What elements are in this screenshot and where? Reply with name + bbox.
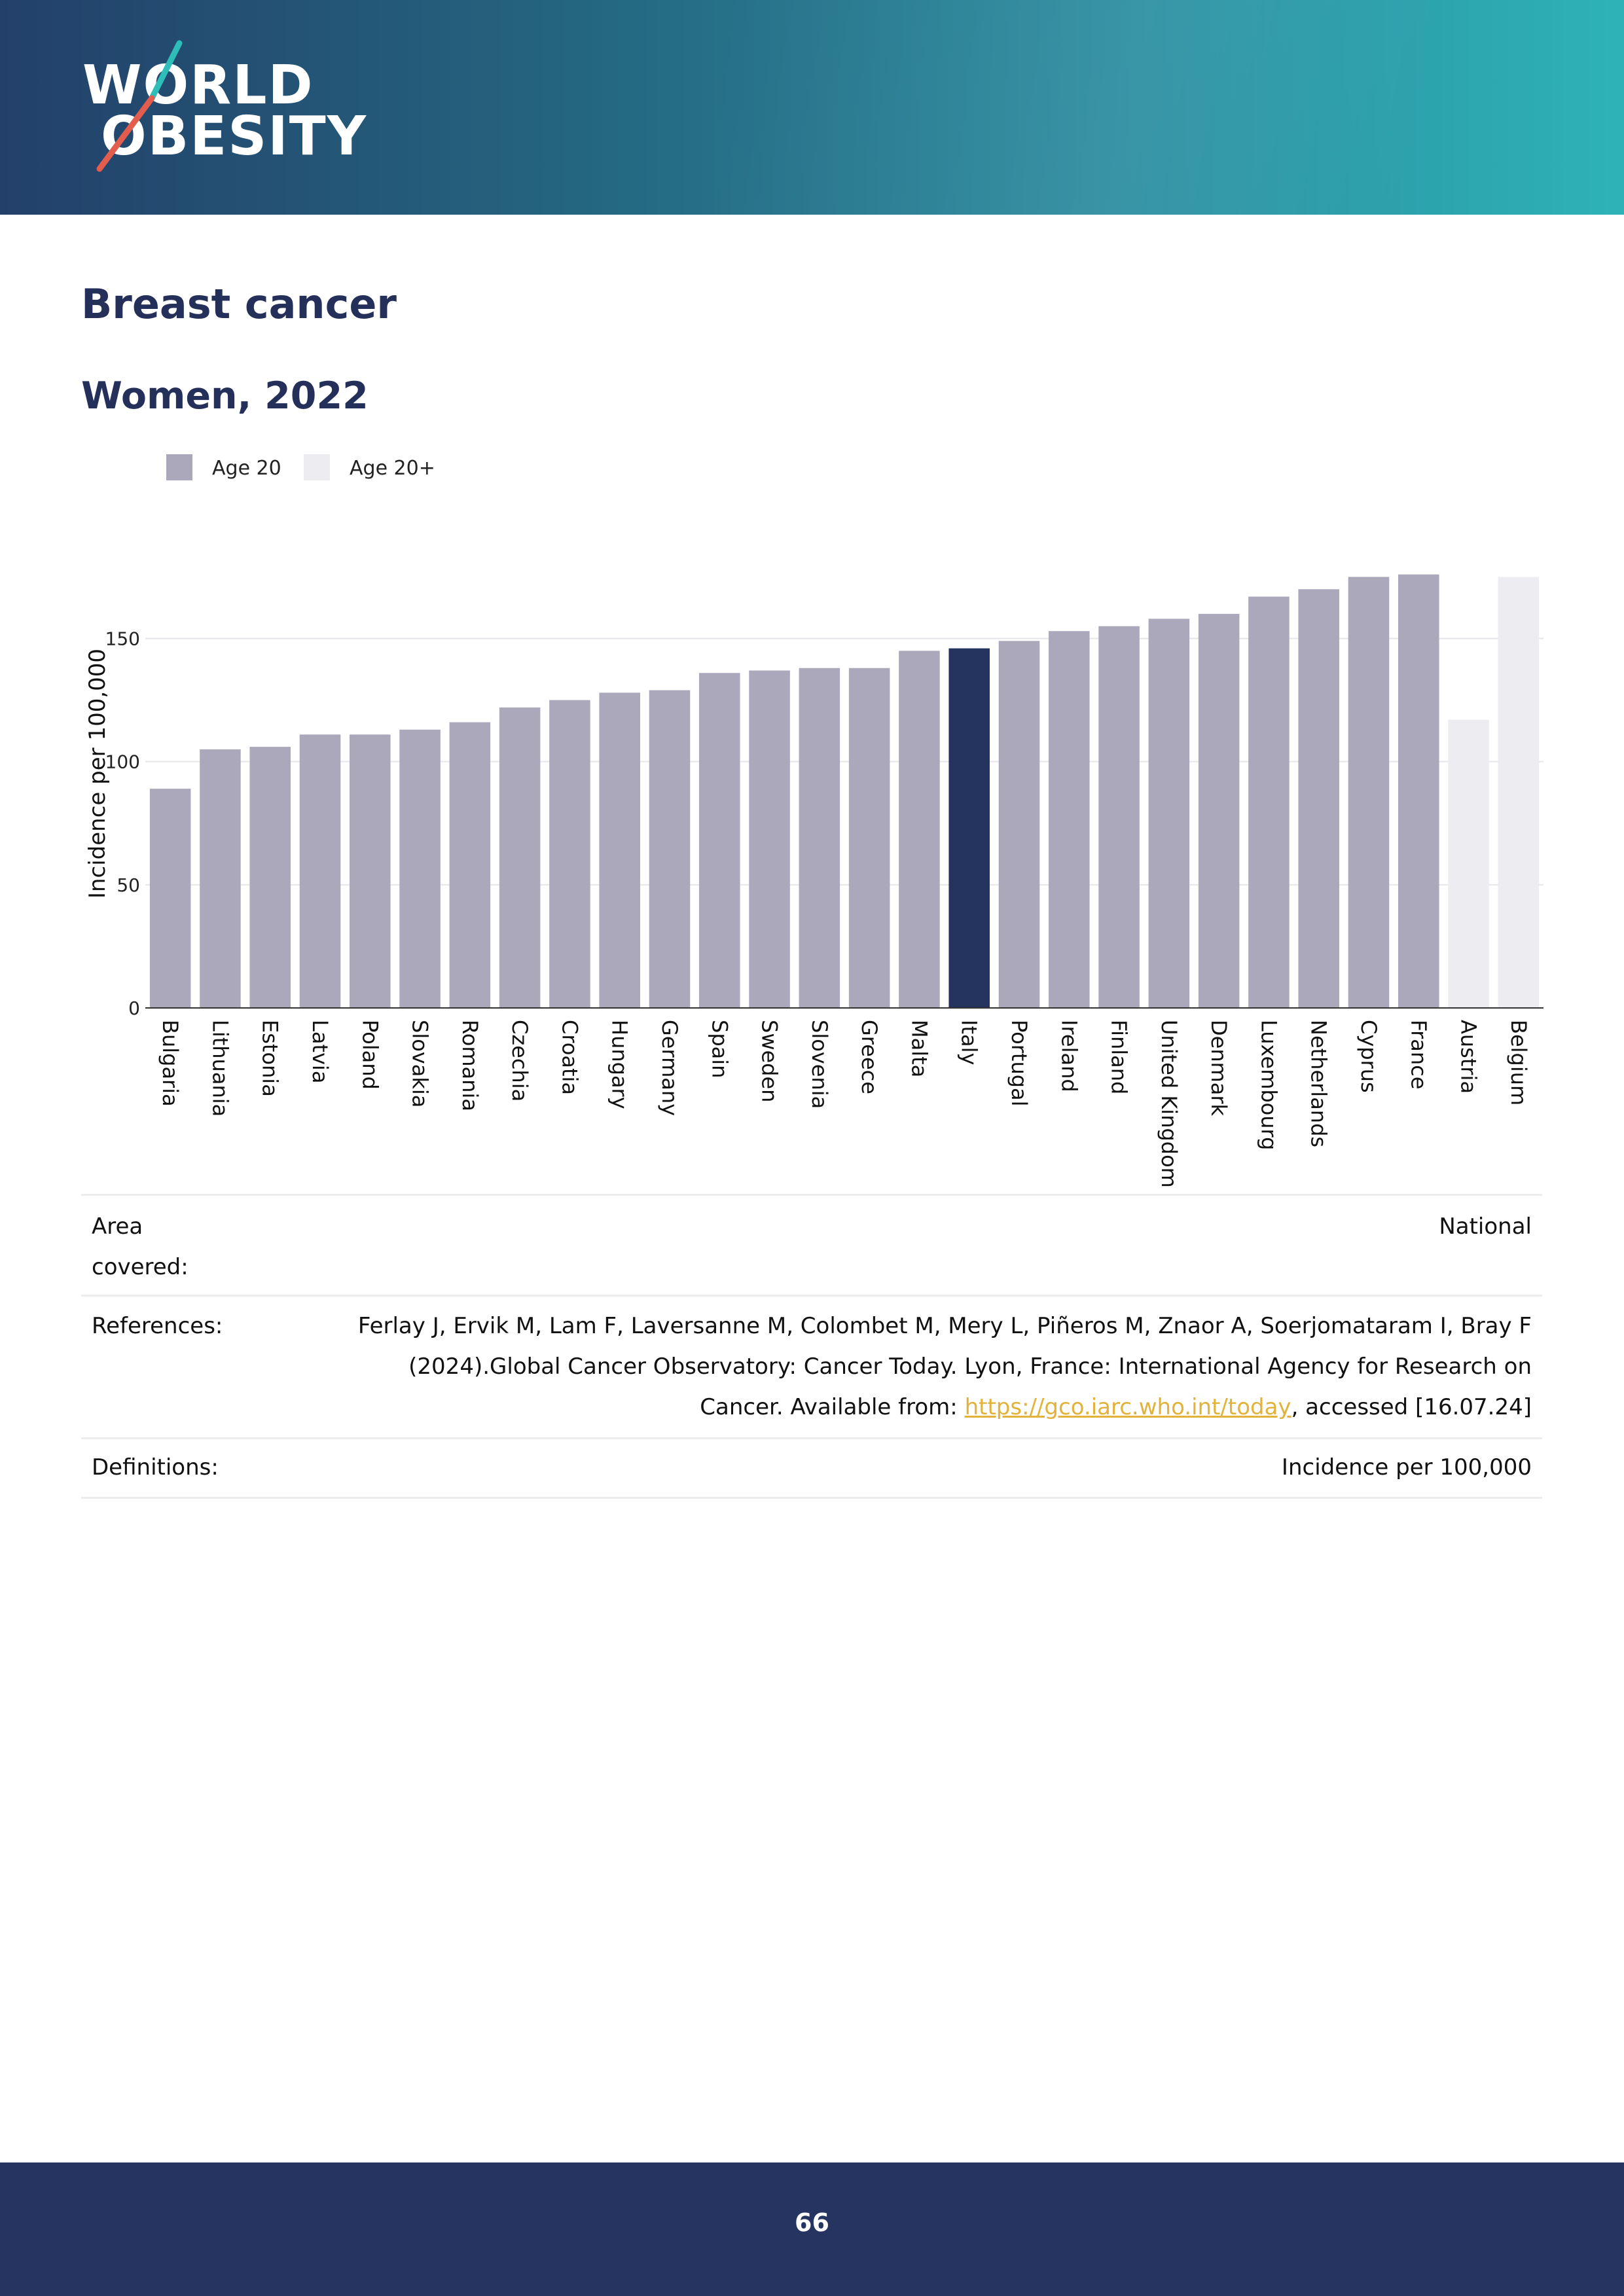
x-tick-label-italy: Italy (957, 1020, 982, 1065)
x-tick-label-croatia: Croatia (557, 1020, 582, 1095)
x-tick-label-romania: Romania (458, 1020, 482, 1111)
x-tick-label-netherlands: Netherlands (1307, 1020, 1331, 1147)
x-tick-label-finland: Finland (1107, 1020, 1132, 1094)
references-value: Ferlay J, Ervik M, Lam F, Laversanne M, … (81, 1297, 1542, 1427)
references-suffix: , accessed [16.07.24] (1291, 1394, 1532, 1420)
bar-netherlands (1298, 589, 1339, 1008)
x-tick-label-austria: Austria (1456, 1020, 1481, 1094)
x-tick-label-malta: Malta (907, 1020, 931, 1077)
bar-ireland (1049, 631, 1090, 1008)
y-tick-label-50: 50 (117, 874, 140, 896)
definitions-value: Incidence per 100,000 (1281, 1454, 1532, 1480)
bar-denmark (1198, 613, 1240, 1008)
page-footer: 66 (0, 2162, 1624, 2296)
x-tick-label-united-kingdom: United Kingdom (1157, 1020, 1182, 1188)
x-tick-label-czechia: Czechia (507, 1020, 532, 1102)
bar-bulgaria (149, 789, 191, 1008)
bar-chart: 0 50 100 150 Bulgaria Lithuania Estonia Latvia P… (84, 574, 1543, 1188)
page-header: WORLD OBESITY (0, 0, 1624, 215)
x-tick-label-cyprus: Cyprus (1356, 1020, 1381, 1093)
bar-slovenia (799, 668, 840, 1008)
logo-line-1: WORLD (82, 54, 314, 117)
bar-latvia (299, 734, 341, 1008)
bar-malta (899, 651, 940, 1008)
bar-luxembourg (1248, 596, 1290, 1008)
bar-austria (1448, 719, 1489, 1008)
x-tick-label-sweden: Sweden (757, 1020, 782, 1102)
bar-belgium (1498, 577, 1540, 1008)
bar-finland (1098, 626, 1140, 1008)
bar-croatia (549, 700, 590, 1008)
bar-romania (449, 722, 491, 1008)
references-row: References: Ferlay J, Ervik M, Lam F, La… (81, 1295, 1542, 1437)
bar-portugal (998, 641, 1040, 1008)
bar-united-kingdom (1148, 619, 1190, 1008)
logo-line-2: OBESITY (101, 105, 368, 168)
bar-spain (699, 673, 740, 1008)
world-obesity-logo: WORLD OBESITY (81, 38, 366, 175)
page-number: 66 (795, 2208, 829, 2237)
definitions-row: Definitions: Incidence per 100,000 (81, 1437, 1542, 1499)
logo-slash-icon (96, 40, 183, 172)
chart-subtitle: Women, 2022 (81, 374, 369, 418)
x-tick-label-latvia: Latvia (308, 1020, 333, 1083)
header-sheen (720, 0, 1624, 215)
area-covered-value: National (1439, 1213, 1532, 1240)
references-label: References: (92, 1313, 223, 1339)
x-tick-label-slovakia: Slovakia (408, 1020, 433, 1107)
x-tick-label-portugal: Portugal (1007, 1020, 1032, 1107)
area-covered-row: Area covered: National (81, 1194, 1542, 1295)
bar-sweden (749, 670, 790, 1008)
x-tick-label-luxembourg: Luxembourg (1256, 1020, 1281, 1150)
bar-france (1398, 574, 1439, 1008)
definitions-label: Definitions: (92, 1454, 219, 1480)
bar-italy (948, 648, 990, 1008)
bar-greece (848, 668, 890, 1008)
y-tick-label-0: 0 (128, 997, 140, 1019)
y-tick-label-150: 150 (105, 628, 140, 650)
x-tick-label-hungary: Hungary (607, 1020, 632, 1109)
bar-poland (350, 734, 391, 1008)
x-tick-label-bulgaria: Bulgaria (158, 1020, 183, 1107)
x-tick-label-poland: Poland (357, 1020, 382, 1090)
bar-slovakia (399, 729, 441, 1008)
x-tick-label-ireland: Ireland (1056, 1020, 1081, 1092)
references-text: Ferlay J, Ervik M, Lam F, Laversanne M, … (357, 1313, 1532, 1420)
x-tick-label-germany: Germany (657, 1020, 682, 1116)
y-tick-label-100: 100 (105, 751, 140, 773)
x-tick-label-lithuania: Lithuania (208, 1020, 232, 1117)
bar-estonia (249, 747, 291, 1008)
x-tick-label-greece: Greece (857, 1020, 882, 1094)
info-table: Area covered: National References: Ferla… (81, 1194, 1542, 1499)
x-tick-label-estonia: Estonia (258, 1020, 283, 1097)
x-tick-label-belgium: Belgium (1506, 1020, 1531, 1105)
legend-label-age-20-plus: Age 20+ (350, 457, 435, 480)
x-tick-label-slovenia: Slovenia (807, 1020, 832, 1109)
area-covered-label: Area covered: (92, 1213, 189, 1280)
bar-czechia (499, 707, 541, 1008)
references-link[interactable]: https://gco.iarc.who.int/today (964, 1394, 1291, 1420)
bar-hungary (599, 692, 640, 1008)
bar-cyprus (1348, 577, 1390, 1008)
x-tick-label-france: France (1406, 1020, 1431, 1089)
y-axis-title: Incidence per 100,000 (84, 649, 111, 899)
legend-label-age-20: Age 20 (212, 457, 281, 480)
bar-germany (649, 690, 691, 1008)
legend-swatch-age-20-plus (304, 454, 330, 480)
page-title: Breast cancer (81, 280, 397, 328)
x-tick-label-denmark: Denmark (1206, 1020, 1231, 1117)
bar-lithuania (200, 749, 241, 1008)
x-tick-label-spain: Spain (707, 1020, 732, 1078)
legend-swatch-age-20 (166, 454, 192, 480)
